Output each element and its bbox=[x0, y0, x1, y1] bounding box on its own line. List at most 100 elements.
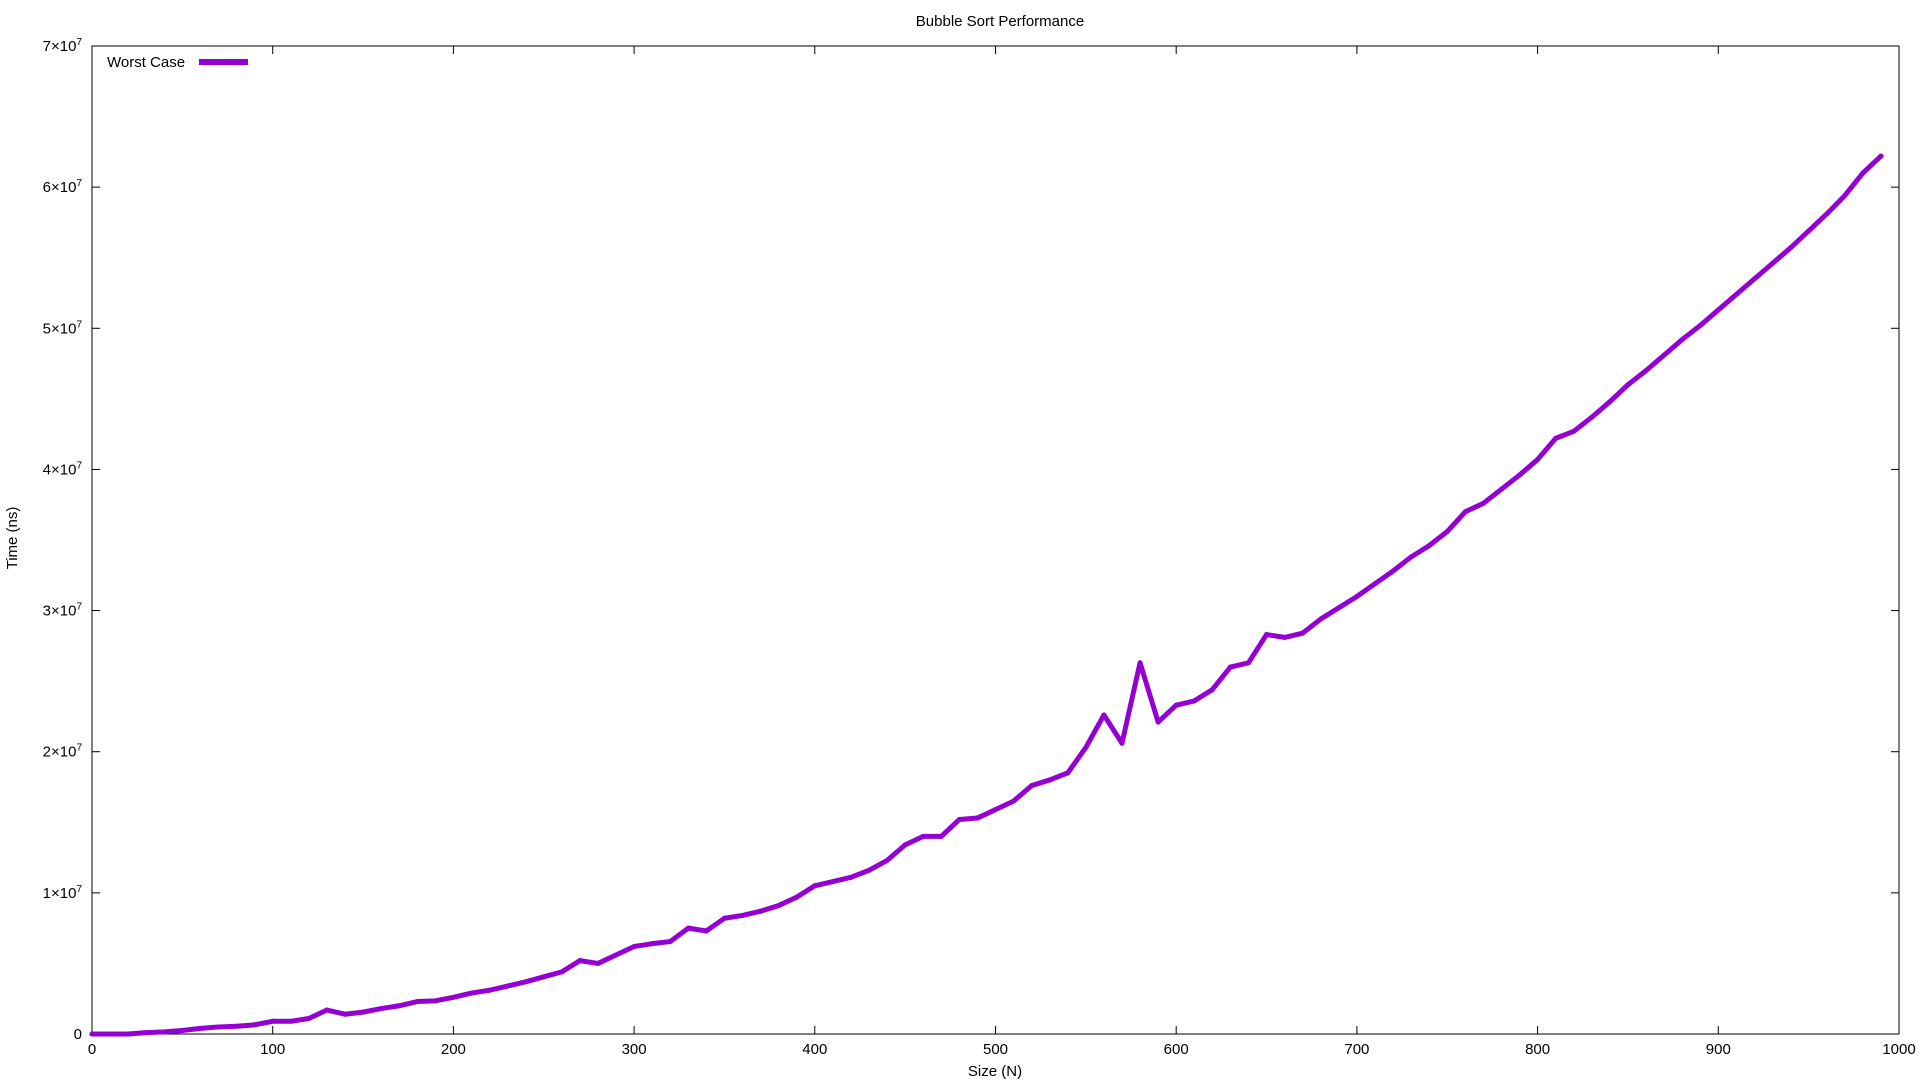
chart-title: Bubble Sort Performance bbox=[916, 13, 1084, 30]
data-point bbox=[487, 987, 493, 993]
data-point bbox=[1029, 783, 1035, 789]
data-point bbox=[649, 941, 655, 947]
plot-area-border bbox=[91, 45, 1900, 1035]
data-point bbox=[613, 952, 619, 958]
data-point bbox=[884, 857, 890, 863]
data-point bbox=[1480, 500, 1486, 506]
data-point bbox=[1860, 170, 1866, 176]
x-tick-label: 400 bbox=[802, 1041, 827, 1058]
data-point bbox=[1733, 291, 1739, 297]
data-point bbox=[1426, 543, 1432, 549]
data-point bbox=[1571, 428, 1577, 434]
data-point bbox=[1535, 457, 1541, 463]
data-point bbox=[396, 1003, 402, 1009]
data-point bbox=[1462, 509, 1468, 515]
data-point bbox=[468, 990, 474, 996]
data-point bbox=[1625, 382, 1631, 388]
data-point bbox=[1119, 740, 1125, 746]
data-point bbox=[1842, 193, 1848, 199]
data-point bbox=[794, 894, 800, 900]
data-point bbox=[306, 1015, 312, 1021]
data-point bbox=[1155, 719, 1161, 725]
data-point bbox=[541, 974, 547, 980]
x-tick-label: 300 bbox=[622, 1041, 647, 1058]
data-point bbox=[1589, 414, 1595, 420]
data-point bbox=[595, 960, 601, 966]
x-tick-label: 800 bbox=[1525, 1041, 1550, 1058]
data-point bbox=[1770, 260, 1776, 266]
series-layer bbox=[89, 153, 1884, 1037]
data-point bbox=[721, 915, 727, 921]
data-point bbox=[1679, 337, 1685, 343]
data-point bbox=[1336, 605, 1342, 611]
data-point bbox=[450, 994, 456, 1000]
data-point bbox=[1751, 276, 1757, 282]
data-point bbox=[342, 1011, 348, 1017]
legend-label-worst-case: Worst Case bbox=[107, 54, 185, 71]
x-tick-label: 900 bbox=[1706, 1041, 1731, 1058]
data-point bbox=[1065, 770, 1071, 776]
data-point bbox=[1498, 486, 1504, 492]
data-point bbox=[161, 1029, 167, 1035]
data-point bbox=[215, 1024, 221, 1030]
x-tick-label: 700 bbox=[1344, 1041, 1369, 1058]
data-point bbox=[324, 1007, 330, 1013]
data-point bbox=[848, 874, 854, 880]
x-axis-label: Size (N) bbox=[968, 1063, 1022, 1080]
data-point bbox=[1661, 352, 1667, 358]
data-point bbox=[1101, 712, 1107, 718]
data-point bbox=[685, 925, 691, 931]
data-point bbox=[1607, 399, 1613, 405]
data-point bbox=[1715, 307, 1721, 313]
x-tick-label: 200 bbox=[441, 1041, 466, 1058]
data-point bbox=[1264, 632, 1270, 638]
data-point bbox=[1553, 435, 1559, 441]
x-axis: 0 100 200 300 400 500 600 700 800 900 1000 bbox=[88, 46, 1916, 1058]
data-point bbox=[1209, 687, 1215, 693]
data-point bbox=[830, 879, 836, 885]
data-point bbox=[559, 969, 565, 975]
data-point bbox=[812, 883, 818, 889]
data-point bbox=[993, 807, 998, 813]
data-point bbox=[974, 815, 980, 821]
x-tick-label: 100 bbox=[260, 1041, 285, 1058]
x-tick-label: 500 bbox=[983, 1041, 1008, 1058]
y-tick-label: 1×107 bbox=[43, 884, 83, 902]
data-point bbox=[1354, 593, 1360, 599]
data-point bbox=[143, 1030, 149, 1036]
data-point bbox=[179, 1027, 185, 1033]
data-point bbox=[920, 833, 926, 839]
data-point bbox=[703, 928, 709, 934]
data-point bbox=[1011, 798, 1017, 804]
data-point bbox=[432, 998, 438, 1004]
data-point bbox=[89, 1031, 95, 1037]
data-point bbox=[1643, 368, 1649, 374]
data-point bbox=[1788, 245, 1794, 251]
y-tick-label: 7×107 bbox=[43, 37, 83, 55]
y-axis: 0 1×107 2×107 3×107 4×107 5×107 6×107 7×107 bbox=[43, 37, 1899, 1043]
data-point bbox=[956, 816, 962, 822]
x-tick-label: 0 bbox=[88, 1041, 96, 1058]
data-point bbox=[1245, 660, 1251, 666]
data-point bbox=[902, 842, 908, 848]
data-point bbox=[107, 1031, 113, 1037]
data-point bbox=[1806, 228, 1812, 234]
x-tick-label: 1000 bbox=[1882, 1041, 1915, 1058]
data-point bbox=[1173, 702, 1179, 708]
data-point bbox=[1047, 777, 1053, 783]
data-point bbox=[1191, 698, 1197, 704]
data-point bbox=[1444, 529, 1450, 535]
data-point bbox=[288, 1018, 294, 1024]
y-tick-label: 2×107 bbox=[43, 743, 83, 761]
y-tick-label: 0 bbox=[74, 1026, 82, 1043]
data-point bbox=[234, 1023, 240, 1029]
data-point bbox=[1083, 744, 1089, 750]
data-point bbox=[866, 867, 872, 873]
data-point bbox=[378, 1006, 384, 1012]
data-point bbox=[505, 983, 511, 989]
data-point bbox=[1517, 472, 1523, 478]
data-point bbox=[776, 903, 782, 909]
data-point bbox=[1300, 630, 1306, 636]
data-point bbox=[938, 833, 944, 839]
